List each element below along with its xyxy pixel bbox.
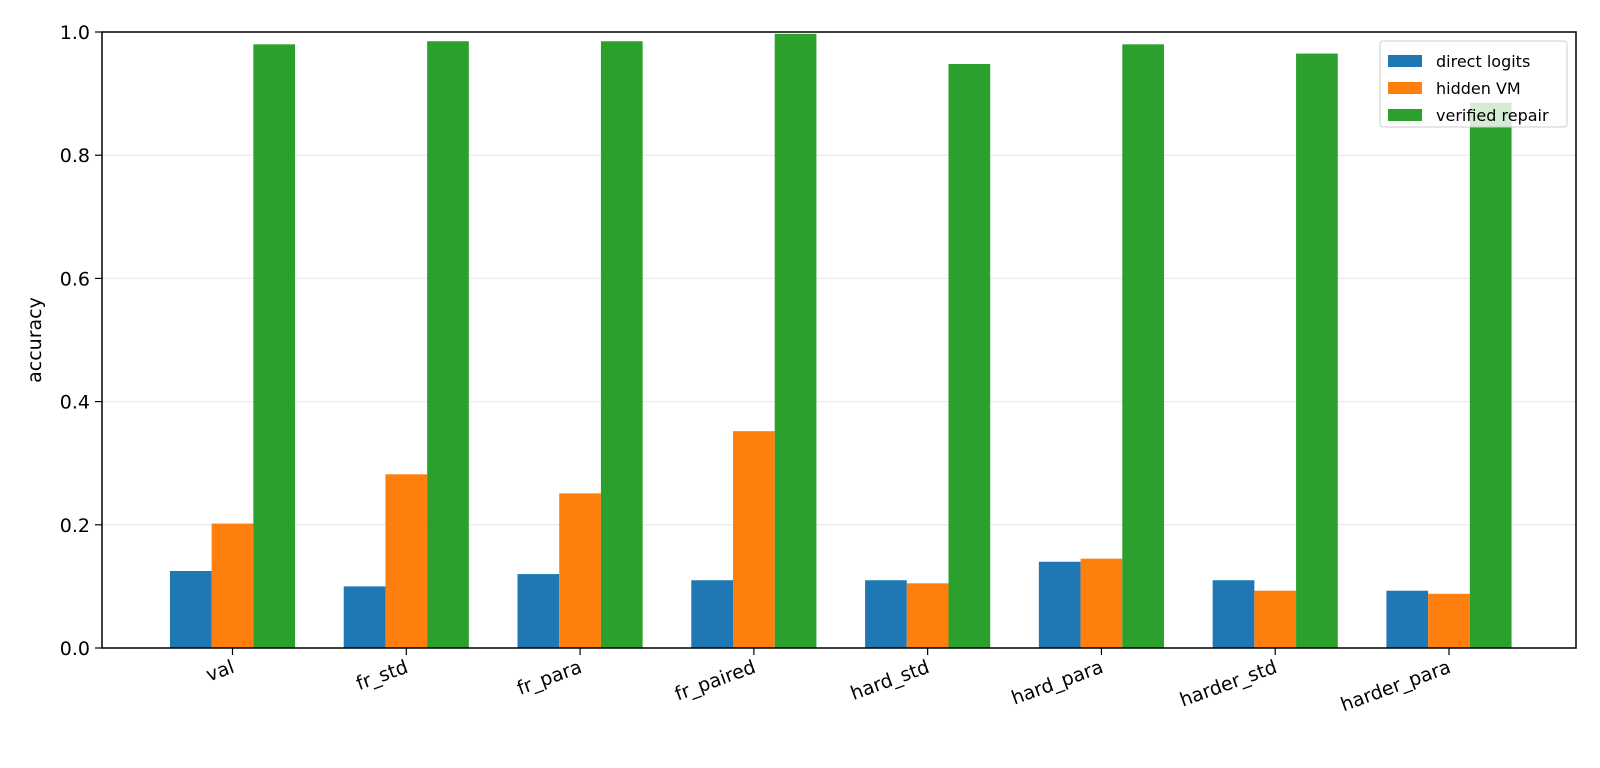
y-axis-ticks: 0.0 0.2 0.4 0.6 0.8 1.0 [60,22,102,660]
bar-verified-repair-fr_std [427,41,469,649]
bar-verified-repair-hard_std [948,64,991,649]
bar-direct-logits-harder_para [1386,590,1429,648]
y-tick-label: 1.0 [60,22,90,44]
bar-hidden-VM-hard_std [906,583,949,648]
x-tick-label: val [203,656,237,686]
y-tick-label: 0.0 [60,638,90,660]
plot-frame [101,31,1577,649]
grid-lines [102,31,1576,649]
bar-verified-repair-harder_para [1469,102,1512,649]
bar-direct-logits-fr_std [343,586,386,648]
legend-swatch [1388,82,1422,94]
legend-box [1379,40,1568,128]
bars [169,33,1512,649]
y-tick-label: 0.2 [60,515,90,537]
x-tick-label: fr_para [514,656,585,700]
y-tick-label: 0.6 [60,268,90,290]
bar-verified-repair-fr_para [600,41,643,649]
bar-hidden-VM-val [211,523,254,648]
bar-verified-repair-fr_paired [774,33,817,648]
bar-verified-repair-val [253,44,296,648]
x-tick-label: hard_std [848,656,933,705]
bar-direct-logits-fr_para [517,574,560,648]
legend: direct logits hidden VM verified repair [1379,40,1568,128]
bar-verified-repair-harder_std [1296,53,1338,649]
bar-hidden-VM-fr_std [385,474,428,648]
bar-hidden-VM-harder_para [1428,593,1470,648]
bar-direct-logits-fr_paired [691,580,734,648]
legend-label: verified repair [1436,106,1549,125]
bar-hidden-VM-fr_para [559,493,601,648]
bar-direct-logits-hard_para [1038,561,1081,648]
x-tick-label: harder_std [1177,656,1280,711]
legend-swatch [1388,55,1422,67]
bar-direct-logits-hard_std [865,580,907,648]
legend-swatch [1388,109,1422,121]
x-tick-label: fr_paired [672,656,759,705]
x-tick-label: harder_para [1338,656,1454,716]
bar-direct-logits-val [169,571,212,648]
x-tick-label: fr_std [353,656,411,695]
bar-hidden-VM-fr_paired [733,431,775,648]
y-tick-label: 0.8 [60,145,90,167]
legend-label: direct logits [1436,52,1530,71]
bar-hidden-VM-harder_std [1254,590,1297,648]
bar-hidden-VM-hard_para [1080,558,1123,648]
bar-direct-logits-harder_std [1212,580,1255,648]
y-tick-label: 0.4 [60,392,90,414]
x-axis-ticks: val fr_std fr_para fr_paired hard_std hard_pa… [203,648,1454,716]
x-tick-label: hard_para [1009,656,1107,709]
y-axis-label: accuracy [24,297,46,383]
legend-label: hidden VM [1436,79,1521,98]
bar-verified-repair-hard_para [1122,44,1164,648]
